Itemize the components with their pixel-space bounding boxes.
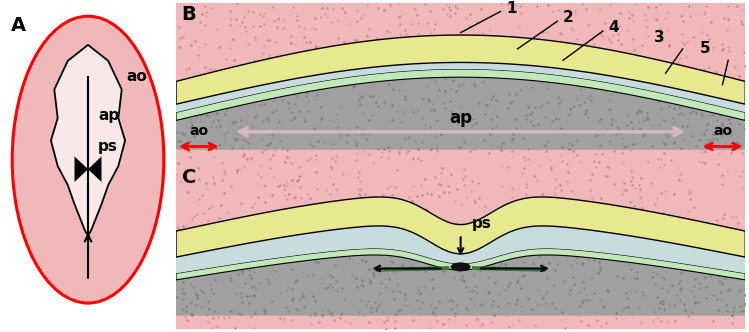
Polygon shape [176, 226, 745, 273]
Text: ps: ps [98, 139, 118, 154]
Polygon shape [176, 251, 745, 316]
Polygon shape [472, 266, 546, 272]
Text: ao: ao [127, 69, 148, 84]
Text: 3: 3 [654, 30, 665, 45]
Text: ps: ps [472, 216, 492, 231]
Ellipse shape [12, 16, 164, 303]
Polygon shape [176, 69, 745, 121]
Polygon shape [88, 156, 102, 182]
Polygon shape [375, 266, 449, 272]
Text: ao: ao [713, 124, 732, 138]
Text: A: A [10, 16, 25, 35]
Text: C: C [182, 168, 196, 187]
Ellipse shape [451, 262, 470, 271]
Polygon shape [51, 45, 125, 236]
Polygon shape [176, 62, 745, 112]
Polygon shape [176, 197, 745, 257]
Polygon shape [176, 248, 745, 280]
Polygon shape [176, 77, 745, 150]
Text: 5: 5 [700, 42, 710, 56]
Polygon shape [75, 156, 88, 182]
Polygon shape [176, 35, 745, 104]
Text: ao: ao [189, 124, 208, 138]
Text: B: B [182, 5, 196, 24]
Text: 2: 2 [563, 11, 574, 26]
Text: 4: 4 [609, 20, 619, 35]
Text: ap: ap [98, 108, 119, 123]
Text: ap: ap [449, 109, 472, 127]
Text: 1: 1 [506, 1, 517, 16]
